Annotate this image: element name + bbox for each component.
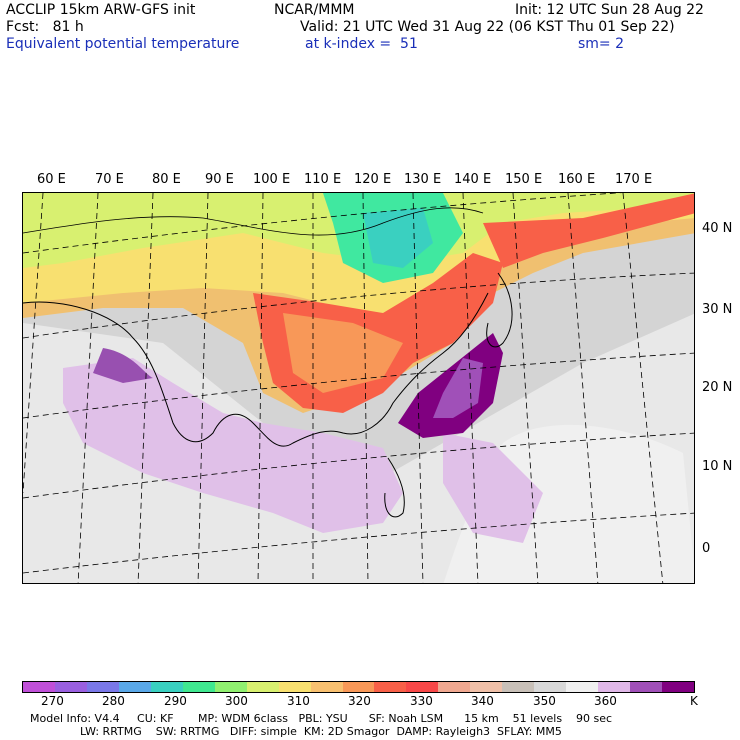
colorbar-swatch [310, 682, 343, 692]
lat-label: 20 N [702, 380, 733, 395]
colorbar-swatch [182, 682, 215, 692]
colorbar-swatch [246, 682, 279, 692]
colorbar-swatch [374, 682, 407, 692]
lon-label: 160 E [558, 172, 596, 187]
colorbar-tick: 360 [594, 694, 617, 708]
colorbar-tick: 350 [533, 694, 556, 708]
graticule [23, 193, 694, 583]
red-band-japan [483, 193, 694, 268]
colorbar-swatch [86, 682, 119, 692]
theta-e-map [23, 193, 694, 583]
coastline-japan [486, 272, 513, 348]
model-info-line2: LW: RRTMG SW: RRTMG DIFF: simple KM: 2D … [80, 725, 562, 738]
lon-label: 70 E [95, 172, 124, 187]
lat-label: 0 [702, 541, 711, 556]
colorbar-tick: 300 [225, 694, 248, 708]
colorbar-swatch [502, 682, 535, 692]
coastline-philippines [384, 457, 405, 518]
colorbar-swatch [406, 682, 439, 692]
lat-label: 40 N [702, 221, 733, 236]
smoothing-label: sm= 2 [578, 36, 625, 52]
forecast-hour: Fcst: 81 h [6, 19, 84, 35]
map-panel [22, 192, 695, 584]
lon-label: 60 E [37, 172, 66, 187]
light-purple-region-south-asia [63, 358, 403, 533]
colorbar-swatch [438, 682, 471, 692]
colorbar-tick: 340 [471, 694, 494, 708]
coastline-asia [23, 292, 489, 447]
lon-label: 170 E [615, 172, 653, 187]
colorbar-swatch [534, 682, 567, 692]
purple-patch-india [93, 348, 153, 383]
lon-label: 130 E [404, 172, 442, 187]
colorbar-tick: 290 [164, 694, 187, 708]
model-info-line1: Model Info: V4.4 CU: KF MP: WDM 6class P… [30, 712, 613, 725]
colorbar-swatch [278, 682, 311, 692]
border-russia [23, 207, 484, 236]
lon-label: 90 E [205, 172, 234, 187]
model-title: ACCLIP 15km ARW-GFS init [6, 2, 196, 18]
colorbar-swatch [54, 682, 87, 692]
colorbar-swatch [598, 682, 631, 692]
light-purple-region-pacific [443, 433, 543, 543]
lat-label: 10 N [702, 459, 733, 474]
lon-label: 80 E [152, 172, 181, 187]
purple-typhoon-core [433, 358, 483, 418]
field-name: Equivalent potential temperature [6, 36, 240, 52]
colorbar-tick: 280 [102, 694, 125, 708]
level-label: at k-index = 51 [305, 36, 418, 52]
lon-label: 110 E [304, 172, 342, 187]
colorbar-swatch [23, 682, 55, 692]
colorbar-swatch [662, 682, 695, 692]
colorbar-swatch [630, 682, 663, 692]
org-label: NCAR/MMM [274, 2, 355, 18]
lon-label: 140 E [454, 172, 492, 187]
colorbar-swatch [342, 682, 375, 692]
lon-label: 100 E [253, 172, 291, 187]
lon-label: 120 E [354, 172, 392, 187]
colorbar-tick: 320 [348, 694, 371, 708]
colorbar-tick: 330 [410, 694, 433, 708]
colorbar-unit: K [690, 694, 698, 708]
colorbar-swatch [118, 682, 151, 692]
lat-label: 30 N [702, 302, 733, 317]
init-time: Init: 12 UTC Sun 28 Aug 22 [515, 2, 704, 18]
colorbar [22, 681, 695, 693]
colorbar-swatch [566, 682, 599, 692]
teal-core [363, 208, 433, 268]
lon-label: 150 E [505, 172, 543, 187]
colorbar-tick: 270 [41, 694, 64, 708]
colorbar-swatch [150, 682, 183, 692]
valid-time: Valid: 21 UTC Wed 31 Aug 22 (06 KST Thu … [300, 19, 675, 35]
colorbar-tick: 310 [287, 694, 310, 708]
colorbar-swatch [470, 682, 503, 692]
colorbar-swatch [214, 682, 247, 692]
